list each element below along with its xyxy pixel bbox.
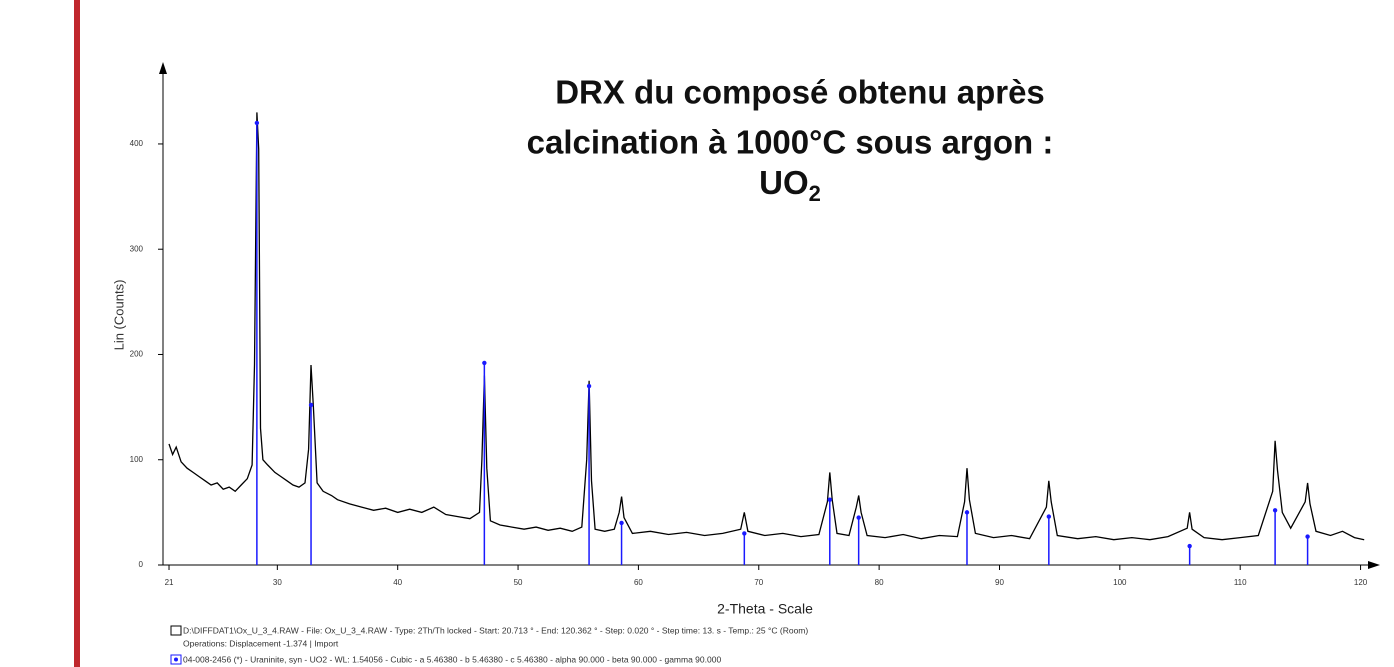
x-axis-arrow	[1368, 561, 1380, 569]
title-line: DRX du composé obtenu après	[555, 74, 1045, 111]
legend-icon-dot	[174, 657, 178, 662]
reference-dot	[1305, 534, 1310, 539]
reference-dot	[1272, 508, 1278, 513]
x-tick-label: 40	[393, 578, 402, 587]
caption: D:\DIFFDAT1\Ox_U_3_4.RAW - File: Ox_U_3_…	[183, 625, 808, 635]
reference-dot	[1046, 514, 1052, 519]
x-tick-label: 70	[754, 578, 763, 587]
pattern-line	[168, 112, 1365, 541]
side-bar	[74, 0, 80, 667]
reference-dot	[619, 520, 624, 526]
x-tick-label: 60	[634, 578, 643, 587]
x-tick-label: 50	[514, 578, 523, 587]
x-tick-label: 120	[1354, 578, 1368, 587]
x-tick-label: 80	[875, 578, 884, 587]
reference-dot	[1187, 543, 1192, 549]
reference-dot	[827, 497, 832, 502]
x-tick-label: 90	[995, 578, 1004, 587]
x-tick-label: 110	[1234, 578, 1247, 587]
caption: Operations: Displacement -1.374 | Import	[183, 638, 339, 648]
x-tick-label: 100	[1113, 578, 1127, 587]
caption: 04-008-2456 (*) - Uraninite, syn - UO2 -…	[183, 654, 721, 664]
formula-sub: 2	[809, 181, 821, 206]
reference-dot	[254, 120, 260, 126]
reference-dot	[964, 510, 970, 515]
legend-icon	[170, 654, 182, 665]
reference-dot	[586, 383, 592, 389]
formula-main: UO	[759, 164, 809, 201]
legend-icon	[170, 625, 182, 636]
x-tick-label: 21	[165, 578, 174, 587]
x-tick-label: 30	[273, 578, 282, 587]
title-line: calcination à 1000°C sous argon :	[527, 124, 1054, 161]
reference-dot	[482, 360, 487, 366]
x-axis-label: 2-Theta - Scale	[717, 601, 813, 617]
y-tick-label: 100	[130, 455, 144, 464]
y-tick-label: 200	[130, 350, 144, 359]
y-axis-label: Lin (Counts)	[111, 280, 126, 351]
y-tick-label: 0	[139, 560, 144, 569]
y-tick-label: 300	[130, 244, 144, 253]
formula: UO2	[759, 164, 821, 206]
reference-dot	[308, 402, 314, 408]
y-axis-arrow	[159, 62, 167, 74]
reference-dot	[742, 531, 747, 536]
y-tick-label: 400	[130, 139, 144, 148]
reference-dot	[856, 515, 861, 520]
